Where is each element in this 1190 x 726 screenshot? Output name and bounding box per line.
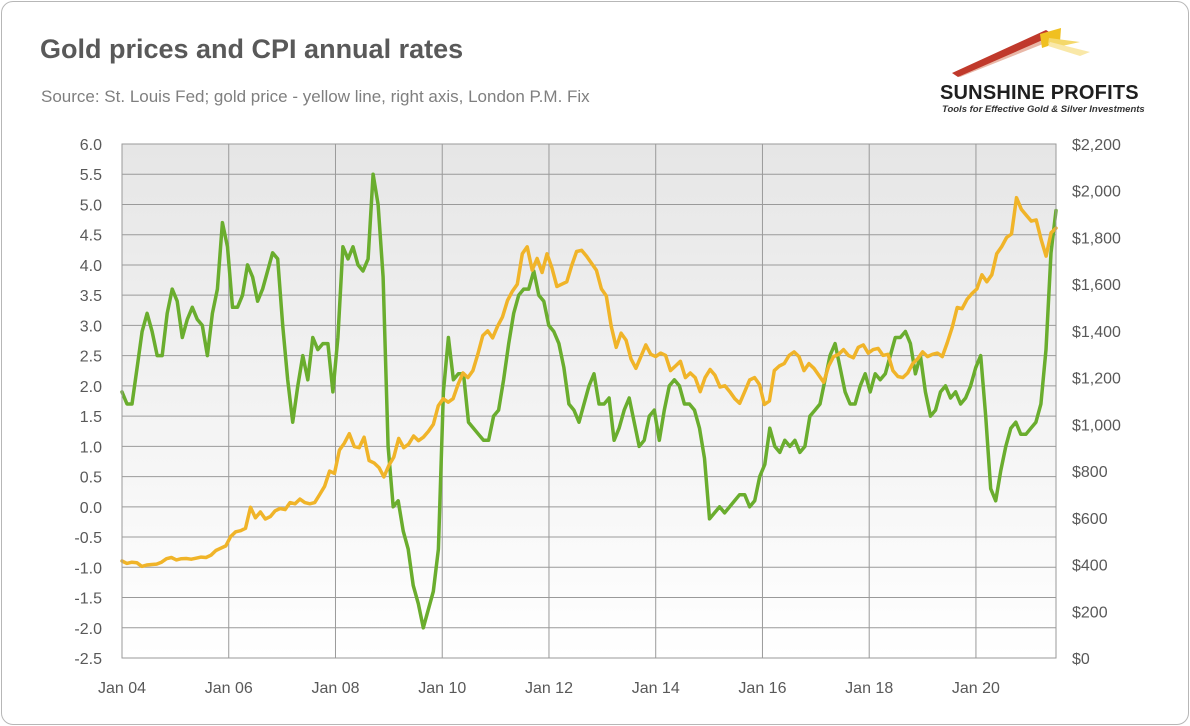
left-tick-label: 2.5 — [80, 349, 102, 366]
x-tick-label: Jan 12 — [525, 680, 573, 697]
right-tick-label: $400 — [1072, 558, 1108, 575]
chart-title: Gold prices and CPI annual rates — [40, 34, 464, 64]
right-tick-label: $2,200 — [1072, 137, 1121, 154]
x-tick-label: Jan 04 — [98, 680, 146, 697]
left-tick-label: -1.5 — [74, 591, 102, 608]
right-tick-label: $0 — [1072, 651, 1090, 668]
x-tick-label: Jan 16 — [738, 680, 786, 697]
x-tick-label: Jan 10 — [418, 680, 466, 697]
left-tick-label: 0.5 — [80, 470, 102, 487]
cpi-line — [120, 172, 1058, 630]
x-tick-label: Jan 14 — [632, 680, 680, 697]
chart-subtitle: Source: St. Louis Fed; gold price - yell… — [41, 87, 590, 106]
x-tick-label: Jan 20 — [952, 680, 1000, 697]
x-tick-label: Jan 06 — [205, 680, 253, 697]
right-tick-label: $1,800 — [1072, 230, 1121, 247]
left-tick-label: -2.0 — [74, 621, 102, 638]
left-tick-label: 1.5 — [80, 409, 102, 426]
sunshine-profits-logo-icon — [952, 28, 1090, 77]
x-axis: Jan 04 Jan 06 Jan 08 Jan 10 Jan 12 Jan 14 Jan … — [98, 680, 1000, 697]
left-tick-label: 1.0 — [80, 439, 102, 456]
left-tick-label: 3.0 — [80, 318, 102, 335]
right-tick-label: $1,600 — [1072, 277, 1121, 294]
right-tick-label: $1,200 — [1072, 371, 1121, 388]
x-tick-label: Jan 18 — [845, 680, 893, 697]
left-tick-label: 6.0 — [80, 137, 102, 154]
right-tick-label: $1,000 — [1072, 417, 1121, 434]
left-tick-label: 3.5 — [80, 288, 102, 305]
left-tick-label: 5.0 — [80, 197, 102, 214]
left-tick-label: 5.5 — [80, 167, 102, 184]
left-tick-label: 4.0 — [80, 258, 102, 275]
logo-brand: SUNSHINE PROFITS — [940, 82, 1139, 104]
right-tick-label: $1,400 — [1072, 324, 1121, 341]
left-tick-label: 2.0 — [80, 379, 102, 396]
left-tick-label: -1.0 — [74, 560, 102, 577]
right-tick-label: $600 — [1072, 511, 1108, 528]
left-tick-label: 0.0 — [80, 500, 102, 517]
gold-price-line — [120, 195, 1058, 569]
left-tick-label: -2.5 — [74, 651, 102, 668]
left-tick-label: -0.5 — [74, 530, 102, 547]
right-tick-label: $200 — [1072, 604, 1108, 621]
right-axis: $2,200 $2,000 $1,800 $1,600 $1,400 $1,200 $1,0… — [1072, 137, 1121, 668]
x-tick-label: Jan 08 — [311, 680, 359, 697]
logo-tagline: Tools for Effective Gold & Silver Invest… — [942, 104, 1145, 115]
left-axis: 6.0 5.5 5.0 4.5 4.0 3.5 3.0 2.5 2.0 1.5 1.0 0.5 0.0 -… — [74, 137, 102, 668]
right-tick-label: $800 — [1072, 464, 1108, 481]
plot-area — [122, 144, 1056, 658]
right-tick-label: $2,000 — [1072, 184, 1121, 201]
left-tick-label: 4.5 — [80, 228, 102, 245]
plot-border — [121, 143, 1057, 659]
